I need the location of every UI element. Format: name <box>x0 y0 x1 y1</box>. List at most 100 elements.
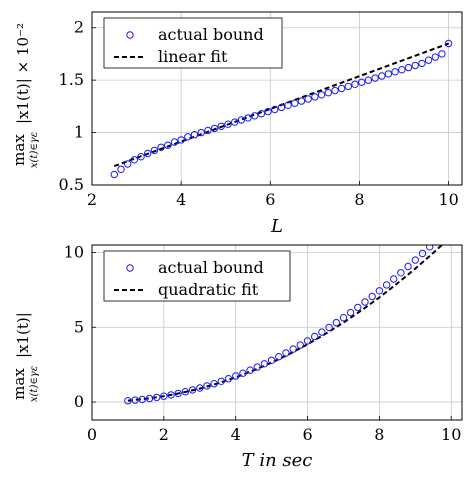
data-point <box>344 82 352 91</box>
data-point <box>364 76 373 84</box>
y-axis-label-main: max <box>10 368 28 400</box>
y-tick-label: 1.5 <box>59 70 84 89</box>
x-tick-label: 4 <box>231 425 241 444</box>
data-point <box>371 74 379 82</box>
data-point <box>203 382 211 390</box>
plot-area <box>110 39 453 179</box>
data-point <box>257 110 266 118</box>
data-point <box>160 392 168 400</box>
data-point <box>375 287 384 295</box>
x-tick-label: 6 <box>302 425 312 444</box>
data-point <box>138 395 147 404</box>
y-tick-label: 1 <box>74 123 84 142</box>
y-axis-label-expr: |x1(t)| <box>14 312 32 358</box>
data-point <box>210 124 219 133</box>
data-point <box>210 380 218 388</box>
data-point <box>325 323 333 332</box>
data-point <box>153 393 161 402</box>
data-point <box>358 78 366 86</box>
data-point <box>217 122 226 131</box>
data-point <box>117 165 125 174</box>
data-point <box>382 281 391 289</box>
data-point <box>378 72 386 80</box>
x-tick-label: 8 <box>354 190 364 209</box>
data-point <box>197 128 205 137</box>
data-point <box>361 298 369 306</box>
legend: actual bound quadratic fit <box>103 250 291 302</box>
y-tick-label: 10 <box>64 242 84 261</box>
data-point <box>260 360 269 368</box>
data-point <box>331 86 339 95</box>
data-point <box>289 345 297 353</box>
x-tick-label: 2 <box>87 190 97 209</box>
data-point <box>237 116 246 124</box>
y-tick-label: 0.5 <box>59 175 84 194</box>
legend-box <box>103 17 283 69</box>
data-point <box>391 68 399 76</box>
data-point <box>184 133 192 141</box>
data-point <box>157 143 165 152</box>
data-point <box>271 105 279 114</box>
legend-entry: linear fit <box>158 47 228 66</box>
data-point <box>404 262 412 271</box>
axes-frame <box>91 244 463 421</box>
legend-box <box>103 250 291 302</box>
x-tick-label: 10 <box>438 190 458 209</box>
data-point <box>246 366 254 374</box>
data-point <box>196 384 204 392</box>
data-point <box>131 396 139 404</box>
data-point <box>404 63 413 72</box>
x-axis-label: L <box>270 216 283 237</box>
data-point <box>434 237 440 243</box>
data-point <box>346 308 355 317</box>
data-point <box>324 89 332 97</box>
data-point <box>275 353 283 361</box>
data-point <box>351 80 359 89</box>
plot-area <box>124 223 454 405</box>
data-point <box>339 314 348 322</box>
data-point <box>311 332 319 341</box>
data-point <box>418 59 426 68</box>
x-tick-label: 6 <box>265 190 275 209</box>
data-point <box>354 303 362 312</box>
data-point <box>384 70 393 78</box>
x-tick-label: 8 <box>374 425 384 444</box>
data-point <box>398 66 406 74</box>
data-point <box>190 131 199 139</box>
data-point <box>188 386 197 394</box>
data-point <box>444 39 453 48</box>
data-point <box>174 389 182 398</box>
data-point <box>267 356 276 364</box>
x-tick-label: 0 <box>87 425 97 444</box>
data-point <box>317 91 326 99</box>
x-tick-label: 4 <box>176 190 186 209</box>
legend: actual bound linear fit <box>103 17 283 69</box>
data-point <box>424 56 433 64</box>
y-tick-label: 2 <box>74 18 84 37</box>
data-point <box>337 84 346 93</box>
legend-entry: quadratic fit <box>158 280 259 299</box>
x-tick-label: 10 <box>441 425 461 444</box>
legend-entry: actual bound <box>158 25 264 44</box>
data-point <box>296 341 304 349</box>
legend-entry: actual bound <box>158 258 264 277</box>
y-axis-label: max x(t)∈γε |x1(t)| <box>10 312 40 402</box>
axes-frame <box>91 11 463 186</box>
data-point <box>130 156 139 164</box>
data-point <box>217 377 226 385</box>
data-point <box>397 269 405 277</box>
x-axis-label: T in sec <box>242 450 313 471</box>
y-tick-label: 5 <box>74 317 84 336</box>
data-point <box>448 223 454 229</box>
fit-line <box>113 42 449 168</box>
data-point <box>164 141 172 149</box>
data-point <box>181 388 190 396</box>
data-point <box>204 126 212 135</box>
data-point <box>277 103 286 112</box>
data-point <box>244 114 252 122</box>
data-point <box>167 391 175 399</box>
data-point <box>224 375 233 383</box>
data-point <box>318 328 326 336</box>
